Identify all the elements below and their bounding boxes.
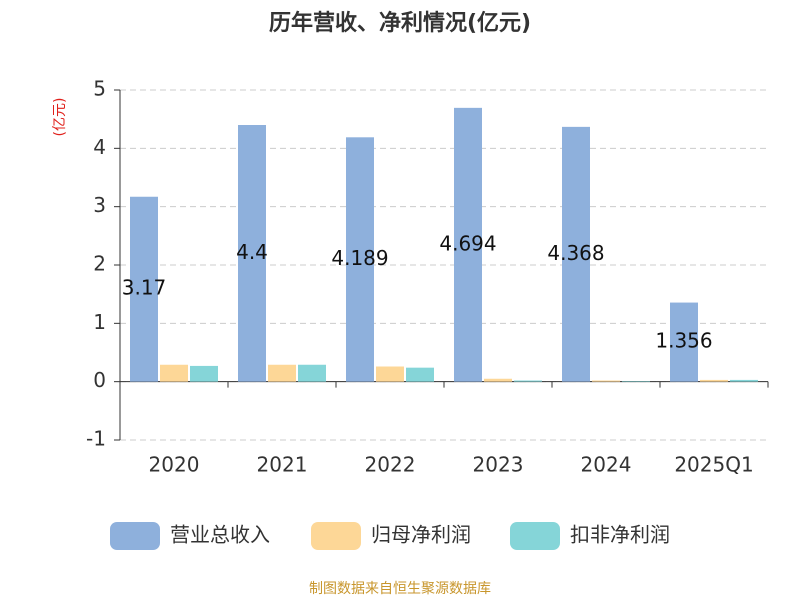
x-tick-label: 2022	[365, 453, 416, 477]
bar	[514, 380, 542, 382]
x-tick-label: 2020	[149, 453, 200, 477]
bar	[670, 302, 698, 382]
legend-label: 扣非净利润	[570, 523, 670, 547]
bar	[454, 107, 482, 382]
data-label: 4.368	[547, 241, 604, 265]
bar	[238, 125, 266, 382]
data-label: 3.17	[122, 276, 167, 300]
data-label: 4.4	[236, 240, 268, 264]
legend-label: 营业总收入	[170, 523, 270, 547]
bar	[130, 196, 158, 382]
y-axis-label: (亿元)	[52, 98, 68, 137]
x-tick-label: 2025Q1	[674, 453, 753, 477]
x-tick-label: 2023	[473, 453, 524, 477]
chart-title: 历年营收、净利情况(亿元)	[269, 10, 531, 36]
bar	[160, 364, 188, 382]
legend-swatch	[110, 522, 160, 550]
bar	[268, 364, 296, 382]
data-label: 4.694	[439, 231, 496, 255]
legend-swatch	[510, 522, 560, 550]
y-tick-label: 1	[93, 310, 106, 334]
y-tick-label: 0	[93, 368, 106, 392]
y-tick-label: 5	[93, 77, 106, 101]
source-note: 制图数据来自恒生聚源数据库	[309, 581, 491, 597]
bar	[562, 126, 590, 382]
y-tick-label: 3	[93, 193, 106, 217]
y-tick-label: 2	[93, 252, 106, 276]
bar	[298, 364, 326, 382]
legend-label: 归母净利润	[371, 523, 471, 547]
bar	[346, 137, 374, 382]
bar	[190, 365, 218, 382]
bar	[592, 380, 620, 382]
x-tick-label: 2021	[257, 453, 308, 477]
data-label: 4.189	[331, 246, 388, 270]
bar	[700, 379, 728, 382]
x-tick-label: 2024	[581, 453, 632, 477]
bar	[622, 381, 650, 382]
bar	[730, 379, 758, 382]
data-label: 1.356	[655, 329, 712, 353]
legend-swatch	[311, 522, 361, 550]
bar	[484, 378, 512, 382]
y-tick-label: 4	[93, 135, 106, 159]
bar	[376, 366, 404, 382]
bar	[406, 367, 434, 382]
y-tick-label: -1	[86, 427, 106, 451]
